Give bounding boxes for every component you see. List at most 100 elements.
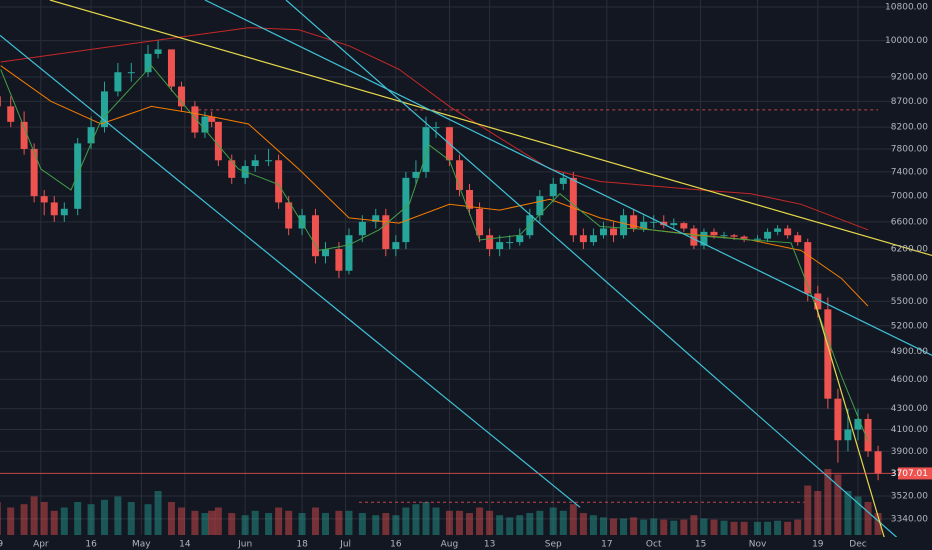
- candle-body: [559, 177, 567, 184]
- candle-body: [854, 418, 862, 430]
- volume-bar: [311, 507, 319, 535]
- volume-bar: [690, 515, 698, 535]
- x-tick-label: 19: [0, 540, 3, 550]
- candle-body: [432, 127, 440, 129]
- volume-bar: [754, 521, 762, 535]
- candle-body: [30, 148, 38, 197]
- candle-body: [275, 160, 283, 203]
- volume-bar: [335, 510, 343, 535]
- volume-bar: [824, 469, 832, 535]
- axes: 10800.00 10000.00 9200.00 8700.00 8200.00 780…: [0, 3, 932, 550]
- volume-bar: [322, 513, 330, 535]
- volume-bar: [372, 515, 380, 535]
- y-tick-label: 6200.00: [891, 245, 928, 255]
- volume-bar: [30, 496, 38, 535]
- x-tick-label: 19: [812, 540, 824, 550]
- candle-body: [392, 242, 400, 250]
- volume-bar: [127, 502, 135, 535]
- x-tick-label: Apr: [33, 540, 49, 550]
- candle-body: [455, 160, 463, 190]
- volume-bar: [265, 513, 273, 535]
- volume-bar: [680, 519, 688, 535]
- x-tick-label: Jun: [237, 540, 252, 550]
- volume-bar: [208, 510, 216, 535]
- candle-body: [599, 228, 607, 236]
- candle-body: [178, 86, 186, 107]
- x-tick-label: 16: [85, 540, 97, 550]
- moving-average: [0, 64, 869, 442]
- candle-body: [794, 235, 802, 243]
- volume-bar: [599, 517, 607, 535]
- volume-bar: [610, 518, 618, 535]
- volume-bar: [730, 521, 738, 535]
- candle-body: [60, 208, 68, 216]
- candle-body: [650, 221, 658, 223]
- candle-body: [569, 177, 577, 236]
- candle-body: [114, 72, 122, 92]
- candle-body: [740, 236, 748, 239]
- volume-bar: [834, 474, 842, 535]
- volume-bar: [0, 502, 1, 535]
- candle-body: [630, 215, 638, 229]
- volume-bar: [710, 519, 718, 535]
- volume-bar: [432, 507, 440, 535]
- volume-bar: [275, 507, 283, 535]
- volume-bar: [620, 518, 628, 535]
- volume-bar: [345, 510, 353, 535]
- volume-bar: [241, 515, 249, 535]
- candle-body: [516, 235, 524, 243]
- candle-body: [764, 231, 772, 239]
- y-tick-label: 10800.00: [885, 3, 928, 13]
- candle-body: [700, 231, 708, 246]
- volume-bar: [784, 521, 792, 535]
- candle-body: [670, 223, 678, 226]
- volume-bar: [579, 513, 587, 535]
- candle-body: [824, 309, 832, 399]
- volume-bar: [764, 521, 772, 535]
- volume-bar: [7, 507, 15, 535]
- volume-bar: [660, 519, 668, 535]
- y-tick-label: 3900.00: [891, 447, 928, 457]
- volume-bar: [191, 510, 199, 535]
- y-tick-label: 6600.00: [891, 217, 928, 227]
- volume-bar: [549, 507, 557, 535]
- volume-bar: [60, 507, 68, 535]
- volume-bar: [864, 502, 872, 535]
- candle-body: [208, 116, 216, 122]
- candle-body: [730, 235, 738, 237]
- volume-bar: [640, 519, 648, 535]
- trend-line: [285, 0, 898, 537]
- x-tick-label: Nov: [749, 540, 767, 550]
- x-tick-label: Oct: [646, 540, 662, 550]
- candle-body: [610, 228, 618, 236]
- candle-body: [87, 127, 95, 144]
- y-tick-label: 3340.00: [891, 514, 928, 524]
- x-tick-label: 13: [484, 540, 495, 550]
- x-tick-label: 17: [601, 540, 612, 550]
- candle-body: [372, 215, 380, 222]
- candle-body: [228, 160, 236, 178]
- candle-body: [874, 451, 882, 474]
- candle-body: [285, 202, 293, 229]
- candle-body: [774, 228, 782, 232]
- candle-body: [20, 121, 28, 149]
- candle-body: [345, 235, 353, 271]
- volume-bar: [114, 496, 122, 535]
- volume-bar: [74, 502, 82, 535]
- candle-body: [814, 293, 822, 310]
- candle-body: [100, 91, 108, 128]
- candle-body: [466, 189, 474, 209]
- candle-body: [680, 223, 688, 229]
- volume-bar: [392, 515, 400, 535]
- candle-body: [784, 228, 792, 236]
- volume-bar: [569, 504, 577, 535]
- volume-bar: [536, 510, 544, 535]
- volume-bar: [486, 510, 494, 535]
- trend-line: [0, 34, 581, 508]
- volume-bar: [516, 515, 524, 535]
- candle-body: [620, 215, 628, 236]
- volume-bar: [201, 513, 209, 535]
- volume-bar: [455, 510, 463, 535]
- y-tick-label: 7800.00: [891, 144, 928, 154]
- candle-body: [864, 418, 872, 452]
